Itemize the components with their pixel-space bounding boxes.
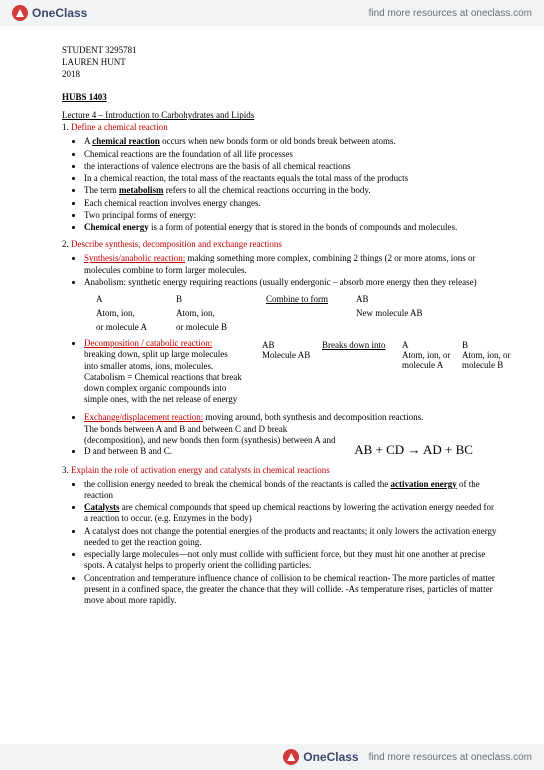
synthesis-table-row: or molecule A or molecule B: [96, 322, 498, 332]
student-name: LAUREN HUNT: [62, 56, 498, 68]
year: 2018: [62, 68, 498, 80]
lecture-title: Lecture 4 – Introduction to Carbohydrate…: [62, 110, 498, 120]
list-item: Two principal forms of energy:: [84, 210, 498, 221]
list-item: the interactions of valence electrons ar…: [84, 161, 498, 172]
bottom-bar: OneClass find more resources at oneclass…: [0, 744, 544, 770]
list-item: Chemical reactions are the foundation of…: [84, 149, 498, 160]
list-item: the collision energy needed to break the…: [84, 479, 498, 502]
sec1-text: Define a chemical reaction: [71, 122, 168, 132]
sec3-num: 3.: [62, 465, 69, 475]
list-item: Synthesis/anabolic reaction: making some…: [84, 253, 498, 276]
sec2-list: Synthesis/anabolic reaction: making some…: [84, 253, 498, 288]
course-code: HUBS 1403: [62, 92, 498, 102]
brand-name: OneClass: [303, 750, 358, 764]
top-bar: OneClass find more resources at oneclass…: [0, 0, 544, 26]
brand-logo-bottom: OneClass: [283, 749, 358, 765]
decomp-block: Decomposition / catabolic reaction: brea…: [62, 338, 498, 406]
sec1-num: 1.: [62, 122, 69, 132]
bottom-link[interactable]: find more resources at oneclass.com: [369, 752, 532, 763]
synthesis-table-header: A B Combine to form AB: [96, 294, 498, 304]
section-3-title: 3. Explain the role of activation energy…: [62, 465, 498, 475]
document-page: STUDENT 3295781 LAUREN HUNT 2018 HUBS 14…: [0, 26, 544, 642]
list-item: Chemical energy is a form of potential e…: [84, 222, 498, 233]
section-2-title: 2. Describe synthesis, decomposition and…: [62, 239, 498, 249]
sec2-num: 2.: [62, 239, 69, 249]
student-header: STUDENT 3295781 LAUREN HUNT 2018: [62, 44, 498, 80]
list-item: The term metabolism refers to all the ch…: [84, 185, 498, 196]
brand-name: OneClass: [32, 6, 87, 20]
list-item: especially large molecules—not only must…: [84, 549, 498, 572]
list-item: A chemical reaction occurs when new bond…: [84, 136, 498, 147]
list-item: Catalysts are chemical compounds that sp…: [84, 502, 498, 525]
list-item: In a chemical reaction, the total mass o…: [84, 173, 498, 184]
logo-icon: [283, 749, 299, 765]
sec2-text: Describe synthesis, decomposition and ex…: [71, 239, 282, 249]
brand-logo: OneClass: [12, 5, 87, 21]
equation: AB + CD → AD + BC: [354, 442, 473, 457]
synthesis-table-row: Atom, ion, Atom, ion, New molecule AB: [96, 308, 498, 318]
list-item: Concentration and temperature influence …: [84, 573, 498, 607]
list-item: Each chemical reaction involves energy c…: [84, 198, 498, 209]
sec3-list: the collision energy needed to break the…: [84, 479, 498, 607]
list-item: A catalyst does not change the potential…: [84, 526, 498, 549]
top-link[interactable]: find more resources at oneclass.com: [369, 8, 532, 19]
sec2-list-2: Exchange/displacement reaction: moving a…: [84, 412, 498, 459]
list-item: Anabolism: synthetic energy requiring re…: [84, 277, 498, 288]
sec1-list: A chemical reaction occurs when new bond…: [84, 136, 498, 233]
list-item: The bonds between A and B and between C …: [84, 424, 498, 459]
decomp-table: AB Breaks down into A B Molecule AB Atom…: [262, 340, 522, 370]
student-id: STUDENT 3295781: [62, 44, 498, 56]
sec3-text: Explain the role of activation energy an…: [71, 465, 330, 475]
logo-icon: [12, 5, 28, 21]
section-1-title: 1. Define a chemical reaction: [62, 122, 498, 132]
list-item: Exchange/displacement reaction: moving a…: [84, 412, 498, 423]
